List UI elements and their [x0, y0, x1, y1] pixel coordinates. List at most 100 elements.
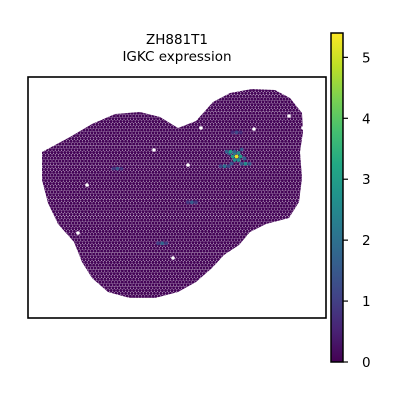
tissue-spot	[124, 190, 128, 194]
tissue-spot	[114, 184, 118, 188]
tissue-spot	[132, 153, 136, 157]
tissue-spot	[244, 182, 248, 186]
tissue-spot	[63, 128, 67, 132]
tissue-spot	[176, 238, 180, 242]
tissue-spot	[106, 153, 110, 157]
tissue-spot	[125, 182, 129, 186]
tissue-spot	[242, 145, 246, 149]
tissue-spot	[224, 170, 228, 174]
tissue-spot	[191, 94, 195, 98]
tissue-spot	[52, 148, 56, 152]
tissue-spot	[93, 103, 97, 107]
tissue-spot	[178, 224, 182, 228]
tissue-spot	[284, 173, 288, 177]
tissue-spot	[202, 148, 206, 152]
tissue-spot	[285, 243, 289, 248]
tissue-spot	[165, 117, 169, 121]
tissue-spot	[301, 114, 303, 118]
tissue-spot	[194, 207, 198, 211]
tissue-spot	[45, 89, 49, 90]
tissue-spot	[224, 232, 228, 236]
tissue-spot	[236, 134, 240, 138]
tissue-spot	[125, 232, 129, 236]
tissue-spot	[287, 111, 291, 115]
tissue-spot	[276, 176, 280, 180]
tissue-spot	[271, 105, 275, 110]
tissue-spot	[84, 243, 88, 248]
tissue-spot	[114, 235, 118, 239]
tissue-spot	[34, 112, 37, 115]
tissue-spot	[244, 243, 248, 248]
tissue-spot	[178, 201, 182, 205]
tissue-spot	[144, 125, 148, 129]
tissue-spot	[76, 190, 80, 194]
tissue-spot	[282, 131, 286, 135]
tissue-spot	[116, 243, 120, 248]
tissue-spot	[76, 218, 80, 222]
tissue-spot	[143, 117, 147, 121]
tissue-spot	[103, 153, 107, 157]
tissue-spot	[282, 114, 286, 118]
tissue-spot	[274, 167, 278, 172]
tissue-spot	[93, 204, 97, 208]
tissue-spot	[84, 215, 88, 219]
tissue-spot	[106, 148, 110, 152]
tissue-spot	[140, 151, 144, 155]
tissue-spot	[165, 196, 169, 200]
tissue-spot	[176, 103, 180, 107]
tissue-spot	[159, 167, 163, 172]
tissue-spot	[138, 210, 142, 214]
tissue-spot	[68, 159, 72, 163]
tissue-spot	[234, 89, 238, 90]
tissue-spot	[180, 103, 184, 107]
tissue-spot	[220, 94, 224, 98]
tissue-spot	[34, 207, 37, 210]
tissue-spot	[112, 187, 116, 191]
tissue-spot	[151, 114, 155, 118]
tissue-spot	[79, 173, 83, 177]
tissue-spot	[159, 218, 163, 222]
tissue-spot	[104, 145, 108, 149]
tissue-spot	[210, 218, 214, 222]
tissue-spot	[274, 128, 278, 132]
tissue-spot	[74, 114, 78, 118]
tissue-spot	[148, 176, 152, 180]
tissue-spot	[271, 100, 275, 104]
tissue-spot	[229, 179, 233, 183]
tissue-spot	[295, 120, 299, 124]
tissue-spot	[180, 227, 184, 231]
tissue-spot	[253, 187, 257, 191]
tissue-spot	[287, 100, 291, 104]
tissue-spot	[234, 198, 238, 203]
tissue-spot	[103, 125, 107, 129]
tissue-spot	[66, 156, 70, 160]
tissue-spot	[208, 142, 212, 146]
tissue-spot	[154, 89, 158, 90]
tissue-spot	[61, 243, 65, 248]
tissue-spot	[183, 142, 187, 146]
tissue-spot	[79, 122, 83, 126]
tissue-spot	[202, 210, 206, 214]
tissue-spot	[210, 201, 214, 205]
tissue-spot	[160, 159, 164, 163]
tissue-spot	[50, 184, 54, 188]
tissue-spot	[98, 207, 102, 211]
tissue-spot	[268, 128, 272, 132]
tissue-spot	[212, 108, 216, 112]
tissue-spot	[133, 179, 137, 183]
tissue-spot	[47, 173, 51, 177]
tissue-spot	[229, 100, 233, 104]
tissue-spot	[79, 162, 83, 166]
tissue-spot	[140, 184, 144, 188]
tissue-spot	[136, 224, 140, 228]
tissue-spot	[224, 103, 228, 107]
tissue-spot	[244, 103, 248, 107]
tissue-spot	[199, 91, 203, 95]
tissue-spot	[76, 212, 80, 217]
tissue-spot	[239, 111, 243, 115]
tissue-spot	[245, 201, 249, 205]
tissue-spot	[87, 165, 91, 169]
tissue-spot	[42, 170, 43, 174]
tissue-spot	[290, 167, 294, 172]
tissue-spot	[207, 218, 211, 222]
